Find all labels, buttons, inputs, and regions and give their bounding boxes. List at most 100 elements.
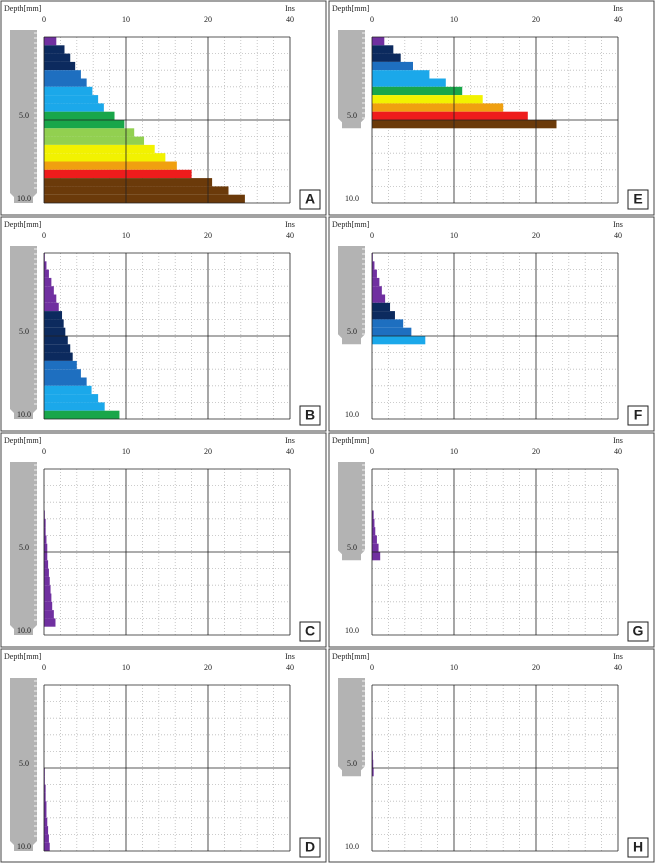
x-tick-label: 0	[42, 663, 46, 672]
bar	[44, 194, 245, 203]
bar	[372, 120, 557, 129]
core	[10, 678, 37, 851]
x-tick-label: 40	[286, 447, 294, 456]
panel-label-box	[299, 621, 321, 642]
bar	[44, 169, 192, 179]
bar	[372, 37, 385, 46]
y-tick-label: 10.0	[345, 626, 359, 635]
y-tick-label: 10.0	[345, 410, 359, 419]
bar	[44, 344, 71, 353]
bar	[372, 111, 528, 120]
bar	[372, 327, 412, 336]
y-tick-label: 10.0	[17, 842, 31, 851]
x-tick-label: 20	[532, 663, 540, 672]
panel-border	[328, 432, 655, 648]
x-tick-label: 40	[286, 15, 294, 24]
bar	[44, 784, 46, 793]
bar	[44, 576, 50, 586]
bar	[44, 817, 48, 827]
y-tick-label: 5.0	[347, 543, 357, 552]
panel: 0 10 20 40 5.0 10.0 Depth[mm] Ins E	[328, 0, 655, 216]
bar	[372, 70, 430, 79]
bar	[372, 518, 375, 528]
bar	[44, 286, 54, 295]
x-tick-label: 10	[122, 663, 130, 672]
bar	[44, 552, 48, 561]
bar	[372, 269, 377, 278]
bar	[44, 111, 115, 120]
core	[338, 462, 365, 561]
bar	[44, 610, 54, 619]
x-tick-label: 0	[42, 231, 46, 240]
x-tick-label: 0	[370, 663, 374, 672]
x-axis-label: Ins	[613, 4, 623, 13]
x-tick-label: 20	[532, 15, 540, 24]
bar	[44, 792, 46, 802]
bar	[44, 144, 155, 154]
x-tick-label: 0	[370, 15, 374, 24]
bar	[44, 801, 47, 810]
bar	[372, 751, 373, 760]
bar	[372, 527, 376, 536]
bar	[44, 826, 49, 835]
y-tick-label: 10.0	[17, 194, 31, 203]
panel-border	[328, 648, 655, 863]
bar	[44, 103, 104, 112]
bar	[44, 178, 213, 187]
bar	[44, 269, 49, 278]
x-tick-label: 20	[204, 231, 212, 240]
bar	[44, 593, 52, 602]
panel-label: C	[305, 623, 315, 639]
y-tick-label: 10.0	[17, 626, 31, 635]
y-tick-label: 10.0	[17, 410, 31, 419]
bar	[44, 53, 71, 62]
x-tick-label: 40	[614, 231, 622, 240]
bar	[44, 186, 229, 195]
x-axis-label: Ins	[285, 436, 295, 445]
core	[10, 246, 37, 419]
y-axis-label: Depth[mm]	[4, 652, 42, 661]
bar	[372, 286, 382, 295]
y-tick-label: 5.0	[19, 327, 29, 336]
bar	[44, 809, 47, 818]
bar	[372, 535, 377, 544]
y-tick-label: 5.0	[347, 759, 357, 768]
y-tick-label: 10.0	[345, 194, 359, 203]
panel-label-box	[627, 189, 649, 210]
bar	[372, 78, 446, 87]
x-tick-label: 20	[204, 663, 212, 672]
bar	[44, 768, 45, 777]
x-axis-label: Ins	[613, 220, 623, 229]
panel-label: B	[305, 407, 315, 423]
panel: 0 10 20 40 5.0 10.0 Depth[mm] Ins D	[0, 648, 327, 863]
bar	[44, 527, 46, 536]
x-tick-label: 10	[450, 15, 458, 24]
panel-label: H	[633, 839, 643, 855]
panel-label-box	[299, 405, 321, 426]
x-tick-label: 20	[532, 447, 540, 456]
x-tick-label: 40	[614, 15, 622, 24]
panel-label-box	[299, 837, 321, 858]
x-tick-label: 20	[204, 447, 212, 456]
y-tick-label: 5.0	[347, 327, 357, 336]
bar	[372, 53, 401, 62]
panel-label-box	[627, 837, 649, 858]
bar	[44, 95, 99, 104]
bar	[372, 510, 374, 519]
bar	[44, 311, 63, 320]
bar	[372, 768, 374, 777]
panel-label: D	[305, 839, 315, 855]
bar	[44, 120, 125, 129]
y-tick-label: 5.0	[19, 759, 29, 768]
x-tick-label: 10	[122, 447, 130, 456]
bar	[44, 601, 53, 611]
bar	[44, 402, 105, 411]
bar	[44, 560, 49, 569]
x-axis-label: Ins	[285, 220, 295, 229]
y-axis-label: Depth[mm]	[332, 652, 370, 661]
bar	[44, 410, 120, 419]
panel-label: E	[633, 191, 642, 207]
bar	[44, 277, 52, 287]
bar	[44, 136, 145, 145]
